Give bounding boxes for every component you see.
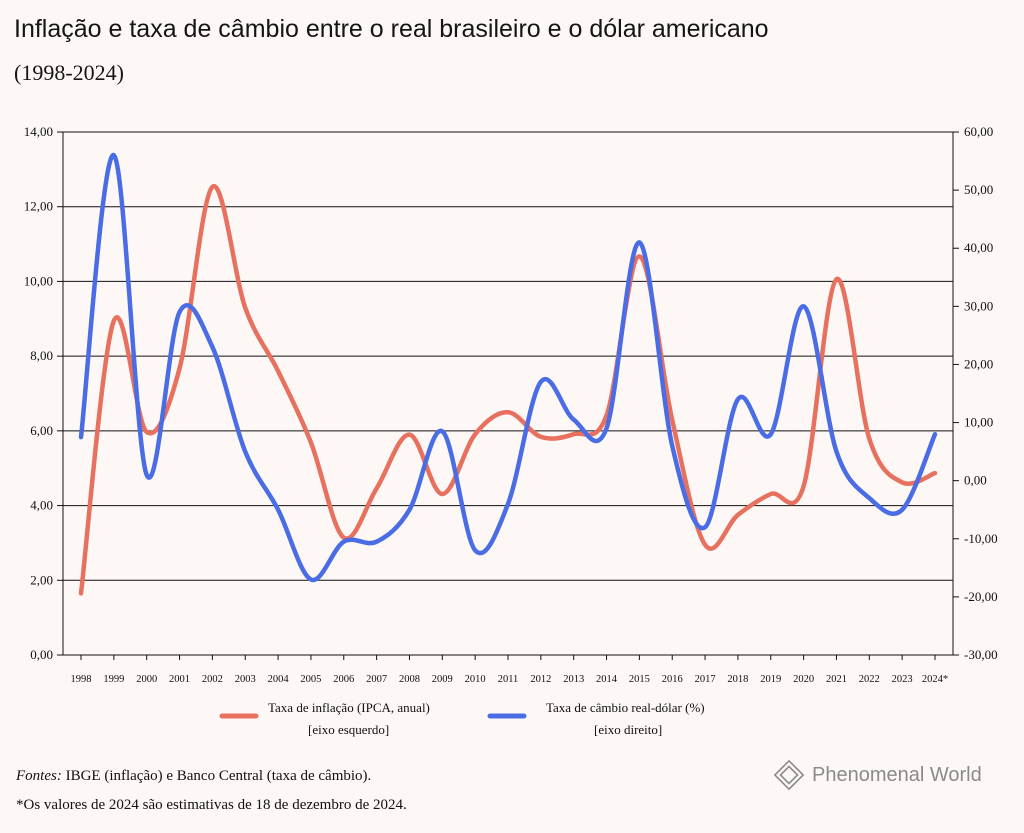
right-tick-label: -30,00 <box>964 647 998 662</box>
x-tick-label: 2002 <box>202 674 223 685</box>
legend-label: Taxa de câmbio real-dólar (%) <box>546 700 705 715</box>
x-tick-label: 2007 <box>366 674 387 685</box>
x-tick-label: 2009 <box>432 674 453 685</box>
x-tick-label: 2015 <box>629 674 650 685</box>
x-tick-label: 2018 <box>727 674 748 685</box>
chart-title: Inflação e taxa de câmbio entre o real b… <box>14 15 769 43</box>
chart-subtitle: (1998-2024) <box>14 60 124 85</box>
right-tick-label: 40,00 <box>964 240 993 255</box>
left-tick-label: 4,00 <box>30 498 53 513</box>
inflation-series <box>78 184 938 596</box>
legend-axis-note: [eixo esquerdo] <box>308 722 389 737</box>
legend-item-inflation: Taxa de inflação (IPCA, anual) [eixo esqu… <box>219 700 430 737</box>
legend-item-exchange-rate: Taxa de câmbio real-dólar (%) [eixo direi… <box>487 700 705 737</box>
x-tick-label: 2016 <box>662 674 683 685</box>
exchange-rate-series <box>78 152 938 582</box>
x-tick-label: 2017 <box>695 674 716 685</box>
left-tick-label: 14,00 <box>24 124 53 139</box>
left-tick-label: 2,00 <box>30 572 53 587</box>
left-axis-ticks: 0,00 2,00 4,00 6,00 8,00 10,00 12,00 14,00 <box>24 124 63 662</box>
x-axis-ticks: 1998 1999 2000 2001 2002 2003 2004 2005 2006 2007… <box>71 655 948 685</box>
legend-label: Taxa de inflação (IPCA, anual) <box>268 700 430 715</box>
x-tick-label: 2004 <box>268 674 290 685</box>
right-tick-label: 50,00 <box>964 182 993 197</box>
legend-axis-note: [eixo direito] <box>594 722 662 737</box>
chart-area: 0,00 2,00 4,00 6,00 8,00 10,00 12,00 14,00 -30,… <box>24 124 998 737</box>
right-tick-label: 30,00 <box>964 298 993 313</box>
sources-label: Fontes: <box>16 768 62 784</box>
legend: Taxa de inflação (IPCA, anual) [eixo esqu… <box>219 700 705 737</box>
series-layer <box>78 152 938 596</box>
x-tick-label: 2013 <box>563 674 584 685</box>
x-tick-label: 2020 <box>793 674 814 685</box>
x-tick-label: 2021 <box>826 674 847 685</box>
x-tick-label: 2012 <box>530 674 551 685</box>
x-tick-label: 2024* <box>922 674 948 685</box>
estimate-note: *Os valores de 2024 são estimativas de 1… <box>16 797 407 813</box>
right-tick-label: 20,00 <box>964 356 993 371</box>
inflation-line <box>78 184 938 596</box>
x-tick-label: 2006 <box>333 674 354 685</box>
right-tick-label: 10,00 <box>964 415 993 430</box>
x-tick-label: 2023 <box>892 674 913 685</box>
x-tick-label: 2000 <box>136 674 157 685</box>
x-tick-label: 1998 <box>71 674 92 685</box>
brand-logo[interactable]: Phenomenal World <box>772 758 982 792</box>
right-axis-ticks: -30,00 -20,00 -10,00 0,00 10,00 20,00 30,00 40,… <box>953 124 998 662</box>
right-tick-label: 60,00 <box>964 124 993 139</box>
x-tick-label: 2011 <box>498 674 519 685</box>
x-tick-label: 2019 <box>760 674 781 685</box>
left-tick-label: 12,00 <box>24 199 53 214</box>
left-tick-label: 6,00 <box>30 423 53 438</box>
x-tick-label: 2001 <box>169 674 190 685</box>
exchange-rate-line <box>78 152 938 582</box>
x-tick-label: 1999 <box>103 674 124 685</box>
diamond-logo-icon <box>773 759 805 791</box>
x-tick-label: 2022 <box>859 674 880 685</box>
right-tick-label: -10,00 <box>964 531 998 546</box>
sources-line: Fontes: IBGE (inflação) e Banco Central … <box>16 768 371 785</box>
right-tick-label: 0,00 <box>964 473 987 488</box>
x-tick-label: 2003 <box>235 674 256 685</box>
sources-text: IBGE (inflação) e Banco Central (taxa de… <box>65 768 372 784</box>
brand-name: Phenomenal World <box>812 763 982 786</box>
x-tick-label: 2010 <box>465 674 486 685</box>
x-tick-label: 2014 <box>596 674 618 685</box>
left-tick-label: 0,00 <box>30 647 53 662</box>
x-tick-label: 2008 <box>399 674 420 685</box>
left-tick-label: 8,00 <box>30 348 53 363</box>
right-tick-label: -20,00 <box>964 589 998 604</box>
x-tick-label: 2005 <box>300 674 321 685</box>
left-tick-label: 10,00 <box>24 273 53 288</box>
